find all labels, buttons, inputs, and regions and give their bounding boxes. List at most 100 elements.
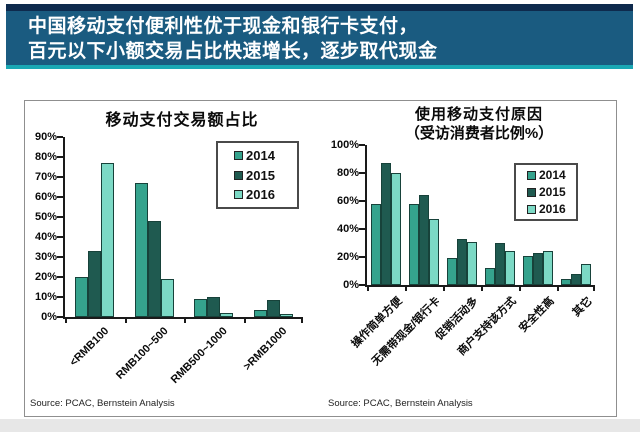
x-axis-tick-mark <box>367 287 369 291</box>
x-axis-label: 其它 <box>570 295 595 320</box>
y-axis-tick-label: 80% <box>336 166 359 179</box>
y-axis-tick-label: 0% <box>41 310 57 323</box>
y-axis-tick-label: 50% <box>34 210 57 223</box>
bar-2014-无需带现金/银行卡 <box>409 203 419 285</box>
legend-swatch-2014 <box>527 170 536 180</box>
bar-2014-安全性高 <box>523 255 533 285</box>
y-axis-tick-label: 70% <box>34 170 57 183</box>
right-chart-title: 使用移动支付原因 <box>414 106 543 123</box>
legend-item-2016: 2016 <box>234 187 297 202</box>
bar-2015-RMB500~1000 <box>207 297 221 317</box>
bar-2014->RMB1000 <box>253 310 267 317</box>
x-axis-tick-mark <box>557 287 559 291</box>
right-chart-subtitle: （受访消费者比例%） <box>404 125 554 142</box>
x-axis-tick-mark <box>301 319 303 323</box>
x-axis-tick-mark <box>243 319 246 323</box>
bar-2016->RMB1000 <box>279 314 293 317</box>
bar-2015->RMB1000 <box>266 300 280 317</box>
legend-swatch-2014 <box>234 150 243 160</box>
x-axis-tick-mark <box>519 287 521 291</box>
banner-line-2: 百元以下小额交易占比快速增长，逐步取代现金 <box>28 41 438 62</box>
banner-bottom-strip <box>6 65 633 69</box>
bar-2014-其它 <box>561 279 571 285</box>
legend-swatch-2015 <box>527 187 536 197</box>
legend-swatch-2016 <box>527 204 536 214</box>
y-axis-tick-mark <box>359 228 365 230</box>
bar-2014-RMB500~1000 <box>194 299 208 317</box>
right-chart-plot: 0% 20% 40% 60% 80% 100% 操作简单方便 无需带现金/银行卡 促销活动多 商户… <box>331 139 595 368</box>
x-axis-tick-mark <box>124 319 127 323</box>
legend-item-2014: 2014 <box>527 168 576 182</box>
bar-2015-<RMB100 <box>88 251 102 317</box>
y-axis-tick-mark <box>359 200 365 202</box>
x-axis-label: RMB500~1000 <box>169 325 231 387</box>
y-axis-tick-label: 10% <box>34 290 57 303</box>
bar-2016-操作简单方便 <box>391 173 401 285</box>
x-axis-label: <RMB100 <box>67 325 112 369</box>
y-axis-tick-label: 80% <box>34 150 57 163</box>
x-axis-tick-mark <box>443 287 445 291</box>
y-axis-tick-mark <box>359 284 365 286</box>
y-axis-tick-label: 60% <box>34 190 57 203</box>
legend-label-2014: 2014 <box>246 147 275 163</box>
legend-item-2015: 2015 <box>234 168 297 183</box>
bar-2014-促销活动多 <box>447 258 457 285</box>
y-axis-tick-label: 20% <box>336 250 359 263</box>
bar-2015-RMB100~500 <box>147 221 161 317</box>
y-axis-tick-mark <box>57 236 63 238</box>
y-axis-tick-label: 60% <box>336 194 359 207</box>
y-axis-tick-label: 30% <box>34 250 57 263</box>
y-axis-tick-mark <box>57 296 63 298</box>
legend-item-2014: 2014 <box>234 148 297 163</box>
bar-2015-安全性高 <box>533 252 543 285</box>
page-bottom-strip <box>0 419 640 432</box>
right-chart-legend: 2014 2015 2016 <box>514 163 578 221</box>
bar-2016-促销活动多 <box>467 241 477 285</box>
bar-2015-商户支持该方式 <box>495 243 505 285</box>
left-chart-legend: 2014 2015 2016 <box>216 141 299 209</box>
legend-label-2016: 2016 <box>539 202 566 216</box>
banner-top-strip <box>6 4 633 11</box>
bar-2016-无需带现金/银行卡 <box>429 219 439 285</box>
bar-2015-操作简单方便 <box>381 163 391 285</box>
x-axis-label: >RMB1000 <box>241 325 290 374</box>
y-axis-tick-label: 40% <box>336 222 359 235</box>
banner-title-block: 中国移动支付便利性优于现金和银行卡支付， 百元以下小额交易占比快速增长，逐步取代… <box>6 11 633 65</box>
bar-2014-<RMB100 <box>75 277 89 317</box>
bar-2016-RMB100~500 <box>160 279 174 317</box>
y-axis-tick-label: 0% <box>343 278 359 291</box>
bar-2014-操作简单方便 <box>371 203 381 285</box>
left-chart-plot: 0% 10% 20% 30% 40% 50% 60% 70% 80% 90% <RMB100 RMB1… <box>35 131 303 386</box>
legend-label-2016: 2016 <box>246 187 275 203</box>
legend-item-2015: 2015 <box>527 185 576 199</box>
y-axis-tick-mark <box>57 256 63 258</box>
y-axis-tick-label: 40% <box>34 230 57 243</box>
x-axis-label: RMB100~500 <box>114 325 171 382</box>
x-axis-tick-mark <box>65 319 67 323</box>
y-axis-tick-mark <box>57 316 63 318</box>
x-axis-tick-mark <box>593 287 595 291</box>
bar-2014-RMB100~500 <box>134 183 148 317</box>
y-axis-tick-label: 100% <box>330 138 359 151</box>
y-axis-tick-label: 90% <box>34 130 57 143</box>
legend-label-2015: 2015 <box>246 167 275 183</box>
bar-2015-无需带现金/银行卡 <box>419 195 429 285</box>
bar-2016-RMB500~1000 <box>220 313 234 317</box>
legend-item-2016: 2016 <box>527 202 576 216</box>
banner-line-1: 中国移动支付便利性优于现金和银行卡支付， <box>28 16 419 37</box>
legend-swatch-2015 <box>234 170 243 180</box>
bar-2014-商户支持该方式 <box>485 268 495 285</box>
y-axis-tick-mark <box>57 196 63 198</box>
bar-2016-商户支持该方式 <box>505 251 515 285</box>
left-chart-source: Source: PCAC, Bernstein Analysis <box>30 398 175 409</box>
left-chart-title: 移动支付交易额占比 <box>105 112 259 129</box>
x-axis-tick-mark <box>481 287 483 291</box>
y-axis-tick-mark <box>57 216 63 218</box>
bar-2016-安全性高 <box>543 251 553 285</box>
y-axis-tick-mark <box>57 136 63 138</box>
y-axis-tick-label: 20% <box>34 270 57 283</box>
y-axis-tick-mark <box>359 144 365 146</box>
y-axis-tick-mark <box>359 256 365 258</box>
x-axis-tick-mark <box>405 287 407 291</box>
